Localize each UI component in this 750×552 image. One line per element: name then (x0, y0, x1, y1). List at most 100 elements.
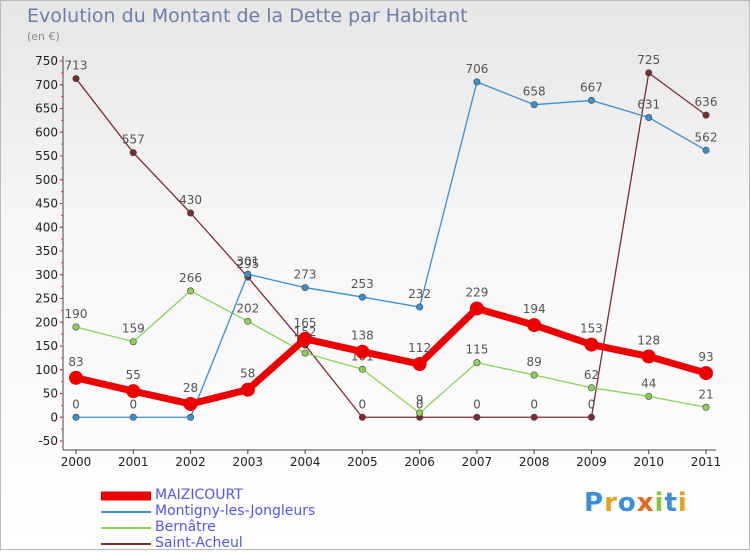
x-tick-label: 2011 (691, 455, 722, 469)
y-tick-label: 100 (35, 363, 58, 377)
y-tick-label: 50 (43, 387, 58, 401)
data-point-maizicourt (699, 366, 713, 381)
data-point-montigny-les-jongleurs (702, 146, 710, 154)
x-tick-label: 2001 (118, 455, 149, 469)
x-tick-label: 2005 (347, 455, 378, 469)
data-point-maizicourt (527, 318, 542, 333)
data-label-maizicourt: 28 (183, 381, 198, 395)
data-label-montigny-les-jongleurs: 301 (236, 254, 259, 268)
data-point-maizicourt (298, 331, 313, 346)
data-point-saint-acheul (72, 75, 80, 83)
legend-swatch (101, 543, 151, 545)
data-point-montigny-les-jongleurs (587, 96, 595, 104)
data-label-saint-acheul: 295 (236, 257, 259, 271)
data-label-montigny-les-jongleurs: 706 (465, 62, 488, 76)
data-point-saint-acheul (702, 111, 710, 119)
data-label-bern-tre: 266 (179, 271, 202, 285)
y-tick-label: 500 (35, 173, 58, 187)
data-label-bern-tre: 115 (465, 343, 488, 357)
legend-item-maizicourt: MAIZICOURT (101, 487, 361, 504)
legend-swatch (101, 491, 151, 501)
data-label-montigny-les-jongleurs: 658 (523, 85, 546, 99)
data-label-montigny-les-jongleurs: 667 (580, 80, 603, 94)
data-label-montigny-les-jongleurs: 562 (695, 130, 718, 144)
x-tick-label: 2000 (61, 455, 92, 469)
legend-label: Bernâtre (155, 519, 216, 535)
y-tick-label: 300 (35, 268, 58, 282)
x-tick-label: 2010 (633, 455, 664, 469)
data-point-bern-tre (129, 338, 137, 346)
data-point-saint-acheul (645, 69, 653, 77)
chart-title: Evolution du Montant de la Dette par Hab… (27, 5, 468, 27)
data-label-maizicourt: 138 (351, 329, 374, 343)
data-label-montigny-les-jongleurs: 0 (129, 397, 137, 411)
x-tick-label: 2006 (404, 455, 435, 469)
proxiti-logo: Proxiti (584, 488, 688, 518)
data-label-montigny-les-jongleurs: 631 (637, 98, 660, 112)
data-point-bern-tre (301, 349, 309, 357)
data-point-montigny-les-jongleurs (187, 413, 195, 421)
data-point-maizicourt (240, 382, 255, 397)
data-point-maizicourt (126, 384, 141, 399)
data-point-maizicourt (412, 357, 427, 372)
data-label-bern-tre: 21 (698, 387, 713, 401)
data-label-montigny-les-jongleurs: 273 (294, 268, 317, 282)
data-label-saint-acheul: 725 (637, 53, 660, 67)
data-point-bern-tre (473, 359, 481, 367)
data-point-saint-acheul (587, 413, 595, 421)
y-tick-label: 750 (35, 54, 58, 68)
y-tick-label: 250 (35, 292, 58, 306)
legend-label: Saint-Acheul (155, 535, 243, 551)
data-label-maizicourt: 153 (580, 322, 603, 336)
data-label-montigny-les-jongleurs: 232 (408, 287, 431, 301)
data-label-saint-acheul: 557 (122, 133, 145, 147)
data-label-montigny-les-jongleurs: 253 (351, 277, 374, 291)
data-label-saint-acheul: 430 (179, 193, 202, 207)
series-line-bern-tre (75, 290, 707, 414)
unit-label: (en €) (27, 30, 60, 43)
data-point-bern-tre (587, 384, 595, 392)
y-tick-label: 400 (35, 220, 58, 234)
x-tick-label: 2009 (576, 455, 607, 469)
data-point-saint-acheul (473, 413, 481, 421)
legend-swatch (101, 511, 151, 513)
y-tick-label: -50 (38, 434, 58, 448)
series-line-maizicourt (72, 304, 710, 408)
legend-swatch (101, 527, 151, 529)
data-point-montigny-les-jongleurs (129, 413, 137, 421)
data-point-montigny-les-jongleurs (645, 114, 653, 122)
data-label-saint-acheul: 636 (695, 95, 718, 109)
data-label-bern-tre: 159 (122, 322, 145, 336)
data-label-bern-tre: 44 (641, 376, 656, 390)
data-label-bern-tre: 202 (236, 301, 259, 315)
data-point-saint-acheul (187, 209, 195, 217)
data-point-bern-tre (416, 409, 424, 417)
data-point-saint-acheul (358, 413, 366, 421)
data-point-bern-tre (702, 403, 710, 411)
data-label-saint-acheul: 0 (416, 397, 424, 411)
x-tick-label: 2002 (175, 455, 206, 469)
data-point-maizicourt (584, 337, 599, 352)
data-label-bern-tre: 89 (527, 355, 542, 369)
legend-label: MAIZICOURT (155, 487, 243, 503)
y-tick-label: 600 (35, 125, 58, 139)
data-point-montigny-les-jongleurs (301, 284, 309, 292)
data-point-montigny-les-jongleurs (358, 293, 366, 301)
data-label-bern-tre: 190 (65, 307, 88, 321)
legend-item-bern-tre: Bernâtre (101, 519, 361, 536)
x-tick-label: 2007 (462, 455, 493, 469)
data-point-bern-tre (358, 365, 366, 373)
legend-item-montigny-les-jongleurs: Montigny-les-Jongleurs (101, 503, 361, 520)
data-label-maizicourt: 165 (294, 316, 317, 330)
data-point-bern-tre (72, 323, 80, 331)
data-point-saint-acheul (530, 413, 538, 421)
legend-label: Montigny-les-Jongleurs (155, 503, 316, 519)
data-point-montigny-les-jongleurs (530, 101, 538, 109)
y-tick-label: 350 (35, 244, 58, 258)
y-tick-label: 650 (35, 102, 58, 116)
y-tick-label: 450 (35, 197, 58, 211)
data-point-montigny-les-jongleurs (72, 413, 80, 421)
y-tick-label: 150 (35, 339, 58, 353)
